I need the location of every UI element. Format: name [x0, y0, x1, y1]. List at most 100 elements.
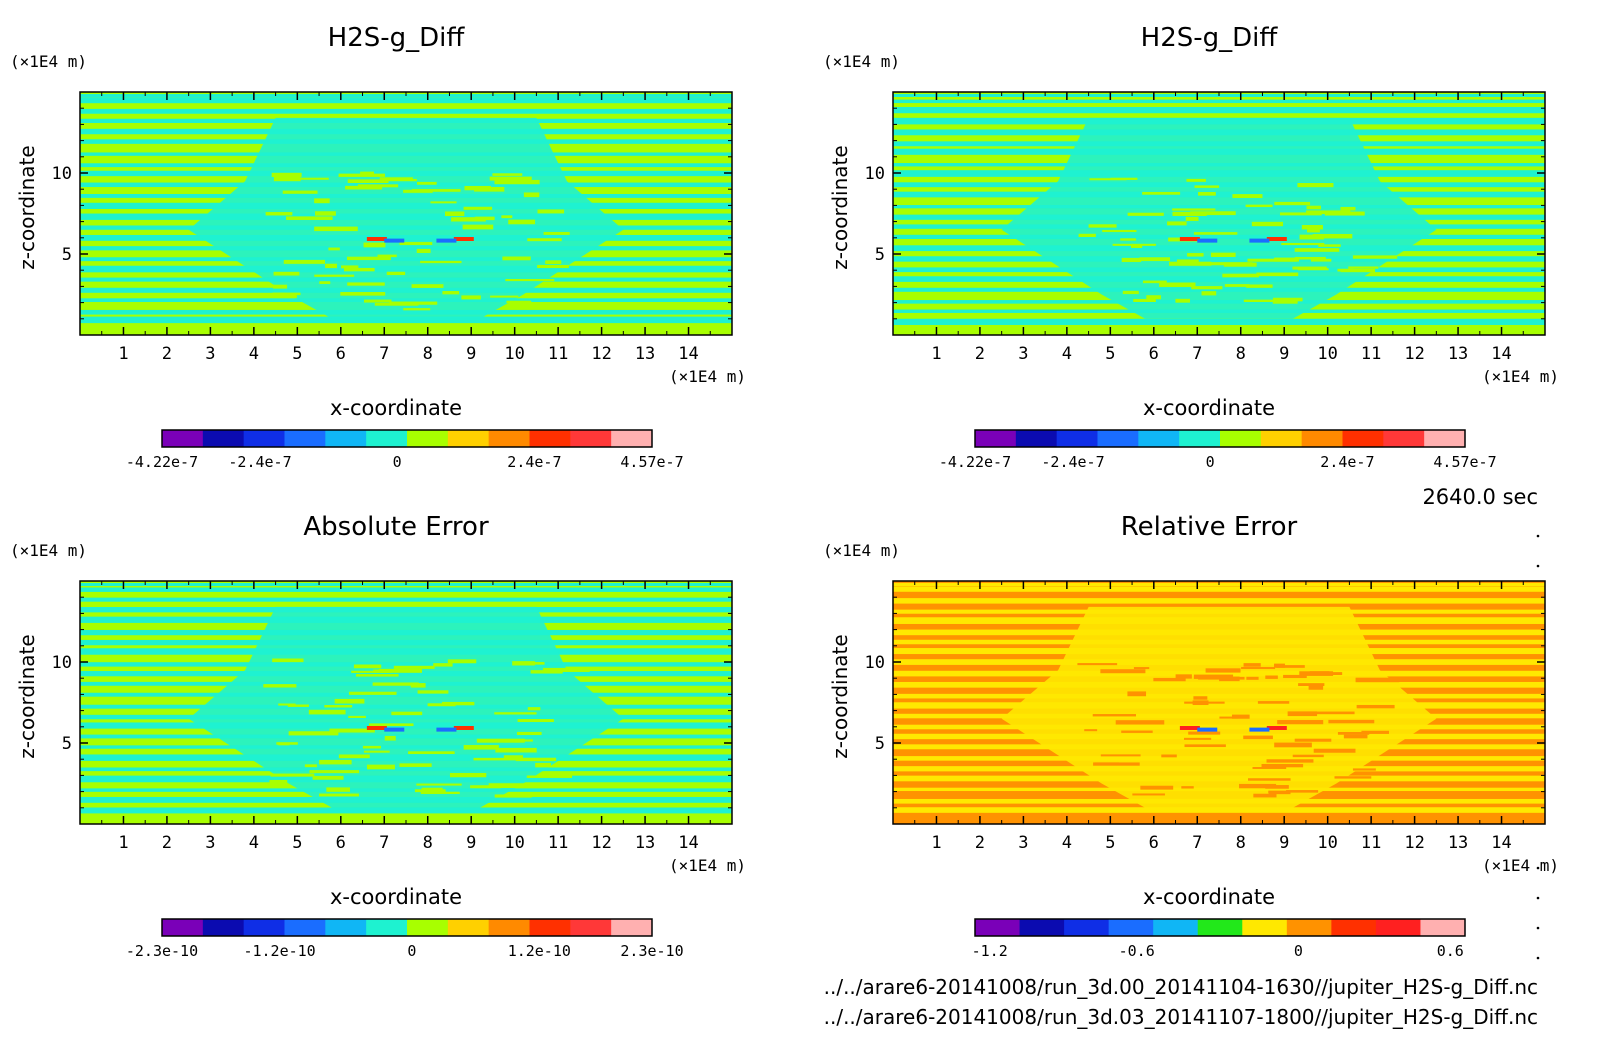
x-tick-label: 13	[1448, 833, 1468, 853]
colorbar-swatch	[1056, 430, 1098, 447]
colorbar-swatch	[407, 430, 449, 447]
colorbar-tick-label: -1.2	[972, 942, 1008, 960]
margin-dot	[1536, 866, 1540, 870]
colorbar-swatch	[1015, 430, 1058, 447]
x-tick-label: 6	[336, 833, 346, 853]
x-tick-label: 8	[423, 833, 433, 853]
heatmap-spot	[1249, 727, 1270, 732]
colorbar-swatch	[1138, 430, 1180, 447]
colorbar-swatch	[407, 919, 449, 936]
colorbar-swatch	[1019, 919, 1065, 936]
heatmap-spot	[453, 725, 474, 730]
colorbar-tick-label: 2.3e-10	[620, 942, 683, 960]
x-tick-label: 12	[1404, 344, 1424, 364]
heatmap-pattern	[893, 586, 1545, 813]
colorbar-swatch	[1424, 430, 1466, 447]
heatmap-spot	[436, 238, 457, 243]
x-tick-label: 5	[1105, 833, 1115, 853]
chart-title: H2S-g_Diff	[328, 23, 466, 53]
colorbar-swatch	[1331, 919, 1377, 936]
colorbar-swatch	[611, 919, 653, 936]
margin-dot	[1536, 926, 1540, 930]
colorbar-swatch	[1220, 430, 1262, 447]
colorbar-swatch	[162, 919, 204, 936]
chart-panel-1: H2S-g_Diff(×1E4 m)1 2 3 4 5 6 7 8 9 10 11 12 13 14510…	[10, 23, 746, 471]
x-tick-label: 2	[162, 344, 172, 364]
colorbar-tick-label: -2.3e-10	[126, 942, 198, 960]
colorbar-swatch	[1260, 430, 1303, 447]
x-tick-label: 4	[249, 833, 259, 853]
colorbar-swatch	[284, 430, 326, 447]
x-tick-label: 13	[635, 833, 655, 853]
x-tick-label: 12	[591, 833, 611, 853]
y-axis-label: z-coordinate	[828, 145, 852, 269]
x-tick-label: 11	[548, 344, 568, 364]
y-tick-label: 10	[865, 653, 885, 673]
x-tick-label: 10	[1317, 344, 1337, 364]
colorbar-swatch	[366, 430, 408, 447]
colorbar-swatch	[1420, 919, 1466, 936]
colorbar-swatch	[1108, 919, 1154, 936]
x-tick-label: 3	[205, 344, 215, 364]
colorbar-tick-label: -2.4e-7	[228, 453, 291, 471]
x-tick-label: 2	[162, 833, 172, 853]
colorbar-swatch	[1197, 919, 1243, 936]
colorbar-swatch	[243, 919, 285, 936]
heatmap-spot	[1266, 236, 1287, 241]
colorbar-tick-label: -0.6	[1119, 942, 1155, 960]
time-label: 2640.0 sec	[1422, 485, 1538, 509]
x-tick-label: 9	[1279, 344, 1289, 364]
y-tick-label: 5	[875, 734, 885, 754]
heatmap-texture	[265, 171, 570, 311]
y-unit-label: (×1E4 m)	[823, 541, 900, 560]
x-tick-label: 14	[1491, 833, 1511, 853]
y-tick-label: 5	[62, 245, 72, 265]
y-axis-label: z-coordinate	[15, 145, 39, 269]
colorbar-tick-label: 0	[407, 942, 416, 960]
y-unit-label: (×1E4 m)	[10, 541, 87, 560]
heatmap-spot	[1179, 725, 1200, 730]
x-axis-label: x-coordinate	[1143, 396, 1275, 420]
y-tick-label: 10	[52, 164, 72, 184]
chart-title: Relative Error	[1121, 512, 1298, 542]
footer-file-2: ../../arare6-20141008/run_3d.03_20141107…	[824, 1005, 1538, 1029]
x-tick-label: 10	[1317, 833, 1337, 853]
colorbar-tick-label: 1.2e-10	[508, 942, 571, 960]
heatmap-texture	[1077, 663, 1400, 799]
x-tick-label: 8	[423, 344, 433, 364]
colorbar-swatch	[975, 919, 1021, 936]
colorbar-swatch	[611, 430, 653, 447]
colorbar-swatch	[488, 919, 530, 936]
colorbar-tick-label: 2.4e-7	[1320, 453, 1374, 471]
x-tick-label: 7	[379, 344, 389, 364]
heatmap-spot	[366, 236, 387, 241]
heatmap-spot	[1249, 238, 1270, 243]
y-tick-label: 5	[62, 734, 72, 754]
colorbar-swatch	[975, 430, 1017, 447]
colorbar-swatch	[284, 919, 326, 936]
x-tick-label: 13	[1448, 344, 1468, 364]
heatmap-spot	[384, 238, 405, 243]
x-tick-label: 5	[292, 344, 302, 364]
x-tick-label: 3	[1018, 344, 1028, 364]
colorbar-tick-label: -4.22e-7	[939, 453, 1011, 471]
x-tick-label: 4	[1062, 344, 1072, 364]
x-tick-label: 10	[504, 344, 524, 364]
colorbar-swatch	[570, 919, 612, 936]
colorbar-tick-label: 0.6	[1437, 942, 1464, 960]
colorbar-swatch	[447, 430, 490, 447]
colorbar-tick-label: 2.4e-7	[507, 453, 561, 471]
margin-dot	[1536, 956, 1540, 960]
y-axis-label: z-coordinate	[15, 634, 39, 758]
colorbar-swatch	[1242, 919, 1288, 936]
colorbar-tick-label: -1.2e-10	[243, 942, 315, 960]
colorbar-swatch	[447, 919, 490, 936]
x-tick-label: 10	[504, 833, 524, 853]
x-tick-label: 7	[379, 833, 389, 853]
x-tick-label: 3	[205, 833, 215, 853]
y-unit-label: (×1E4 m)	[10, 52, 87, 71]
colorbar-swatch	[202, 430, 245, 447]
y-tick-label: 10	[52, 653, 72, 673]
heatmap-spot	[436, 727, 457, 732]
colorbar-swatch	[529, 430, 571, 447]
